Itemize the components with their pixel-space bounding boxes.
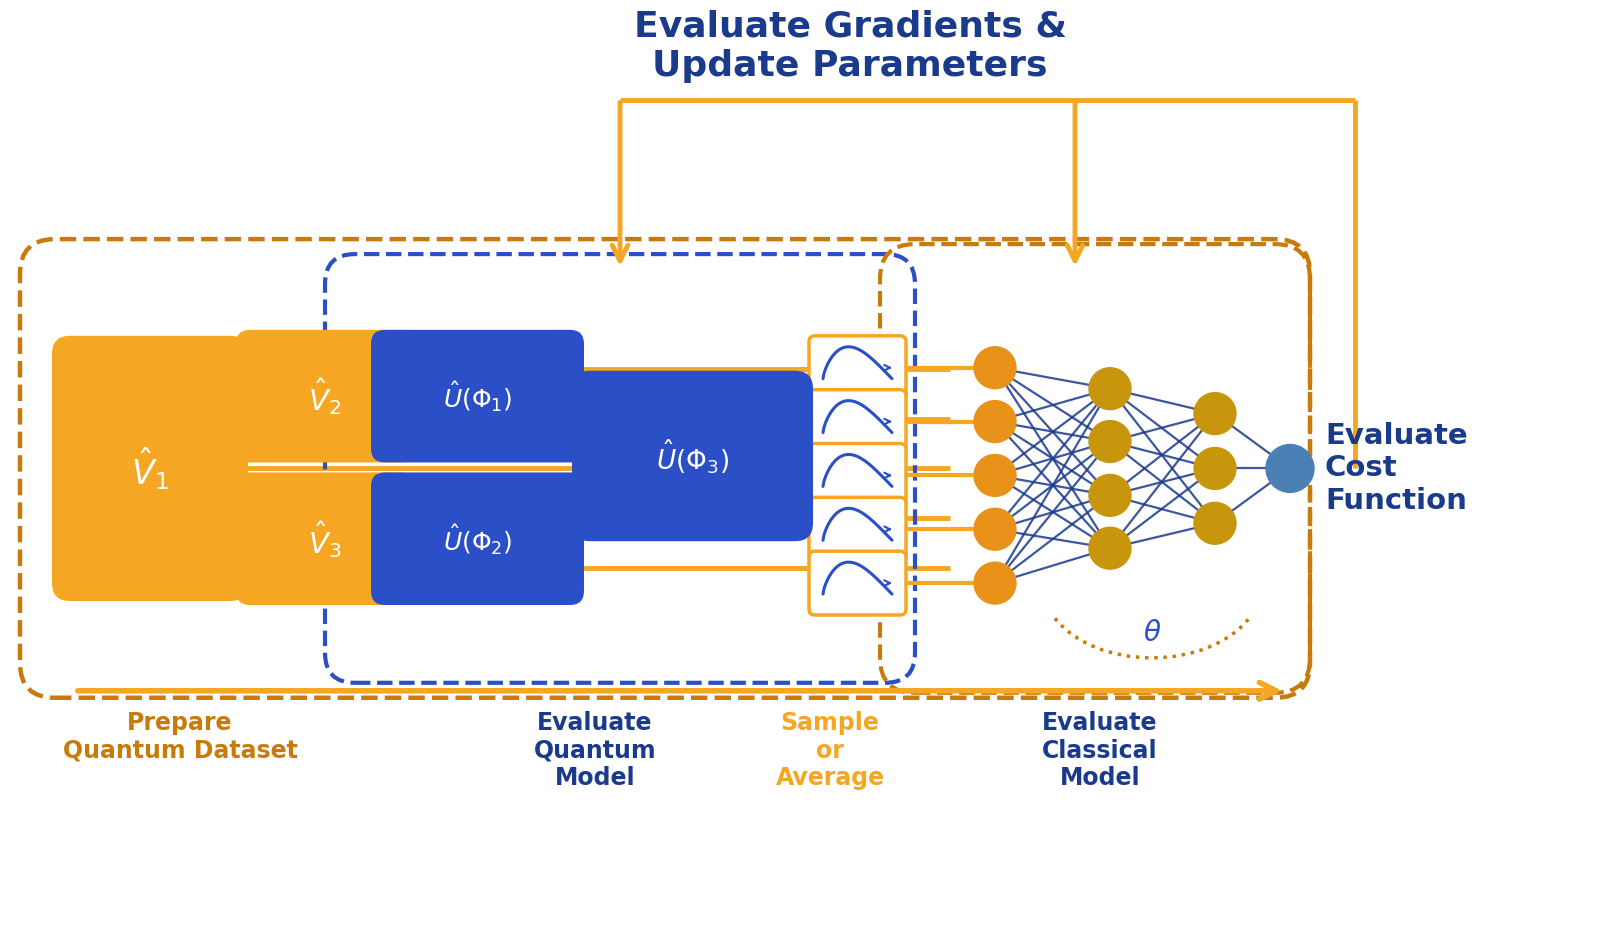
FancyBboxPatch shape: [237, 472, 414, 605]
Circle shape: [1194, 447, 1235, 489]
FancyBboxPatch shape: [810, 497, 906, 561]
Text: Prepare
Quantum Dataset: Prepare Quantum Dataset: [62, 711, 298, 763]
Text: Evaluate
Cost
Function: Evaluate Cost Function: [1325, 422, 1467, 515]
Text: $\hat{U}(\Phi_1)$: $\hat{U}(\Phi_1)$: [443, 379, 512, 414]
Text: $\hat{V}_3$: $\hat{V}_3$: [309, 519, 342, 560]
Circle shape: [1090, 527, 1131, 569]
Circle shape: [974, 401, 1016, 443]
Circle shape: [974, 508, 1016, 550]
FancyBboxPatch shape: [51, 336, 248, 601]
Circle shape: [974, 454, 1016, 496]
Text: $\hat{V}_2$: $\hat{V}_2$: [309, 376, 341, 417]
FancyBboxPatch shape: [371, 329, 584, 463]
Text: $\hat{V}_1$: $\hat{V}_1$: [131, 445, 170, 492]
Circle shape: [1090, 367, 1131, 409]
Text: Evaluate
Classical
Model: Evaluate Classical Model: [1042, 711, 1158, 790]
FancyBboxPatch shape: [810, 444, 906, 507]
Circle shape: [1090, 474, 1131, 516]
FancyBboxPatch shape: [237, 329, 414, 463]
FancyBboxPatch shape: [371, 472, 584, 605]
Circle shape: [974, 563, 1016, 604]
FancyBboxPatch shape: [810, 551, 906, 615]
Circle shape: [974, 347, 1016, 388]
Circle shape: [1194, 503, 1235, 545]
FancyBboxPatch shape: [810, 389, 906, 453]
Text: $\hat{U}(\Phi_3)$: $\hat{U}(\Phi_3)$: [656, 437, 730, 476]
Text: Evaluate Gradients &
Update Parameters: Evaluate Gradients & Update Parameters: [634, 10, 1067, 84]
Text: Sample
or
Average: Sample or Average: [776, 711, 885, 790]
FancyBboxPatch shape: [573, 370, 813, 542]
Circle shape: [1194, 392, 1235, 434]
Text: Evaluate
Quantum
Model: Evaluate Quantum Model: [534, 711, 656, 790]
Circle shape: [1090, 421, 1131, 463]
Circle shape: [1266, 445, 1314, 492]
Text: $\theta$: $\theta$: [1142, 619, 1162, 647]
Text: $\hat{U}(\Phi_2)$: $\hat{U}(\Phi_2)$: [443, 522, 512, 557]
FancyBboxPatch shape: [810, 336, 906, 400]
